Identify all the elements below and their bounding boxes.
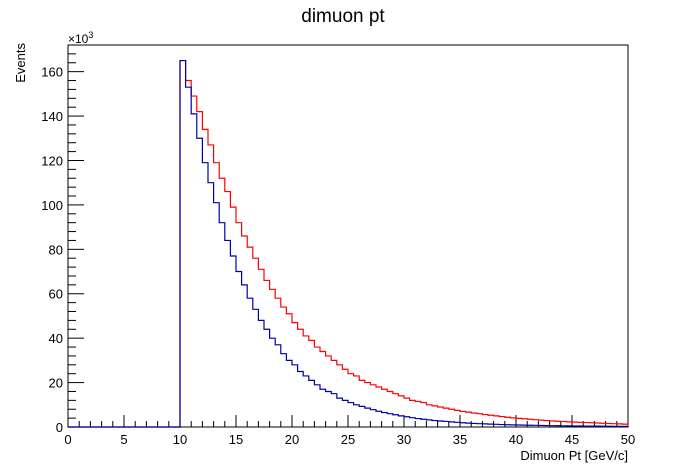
y-tick-label: 40: [49, 331, 63, 346]
histogram-series: [68, 59, 629, 428]
series-0-step-line: [68, 59, 629, 428]
x-tick-label: 25: [341, 432, 355, 447]
x-tick-label: 20: [285, 432, 299, 447]
x-tick-label: 45: [565, 432, 579, 447]
x-axis-label: Dimuon Pt [GeV/c]: [520, 448, 628, 463]
y-tick-label: 60: [49, 287, 63, 302]
y-axis-label: Events: [13, 43, 28, 83]
y-tick-label: 0: [56, 420, 63, 435]
x-axis-ticks: 0 5 10 15 20 25 30 35 40 45 50: [64, 415, 635, 447]
y-tick-label: 140: [41, 109, 63, 124]
x-tick-label: 30: [397, 432, 411, 447]
x-tick-label: 5: [120, 432, 127, 447]
x-tick-label: 35: [453, 432, 467, 447]
x-tick-label: 15: [229, 432, 243, 447]
x-tick-label: 0: [64, 432, 71, 447]
y-axis-multiplier-base: ×10: [68, 32, 89, 46]
x-tick-label: 50: [621, 432, 635, 447]
y-tick-label: 120: [41, 153, 63, 168]
y-axis-ticks: 0 20 40 60 80 100 120 140 160: [41, 44, 84, 435]
y-tick-label: 100: [41, 198, 63, 213]
x-tick-label: 10: [173, 432, 187, 447]
x-tick-label: 40: [509, 432, 523, 447]
y-axis-multiplier: ×103: [68, 30, 93, 46]
chart-title: dimuon pt: [301, 6, 385, 27]
y-tick-label: 160: [41, 65, 63, 80]
y-tick-label: 80: [49, 242, 63, 257]
series-1-step-line: [68, 59, 629, 428]
y-axis-multiplier-exponent: 3: [88, 30, 93, 40]
y-tick-label: 20: [49, 376, 63, 391]
